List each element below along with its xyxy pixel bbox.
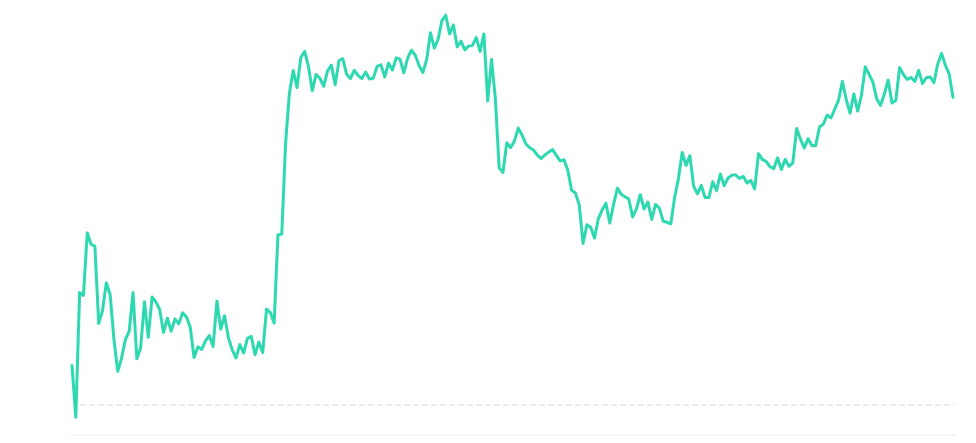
series-line	[70, 13, 955, 419]
